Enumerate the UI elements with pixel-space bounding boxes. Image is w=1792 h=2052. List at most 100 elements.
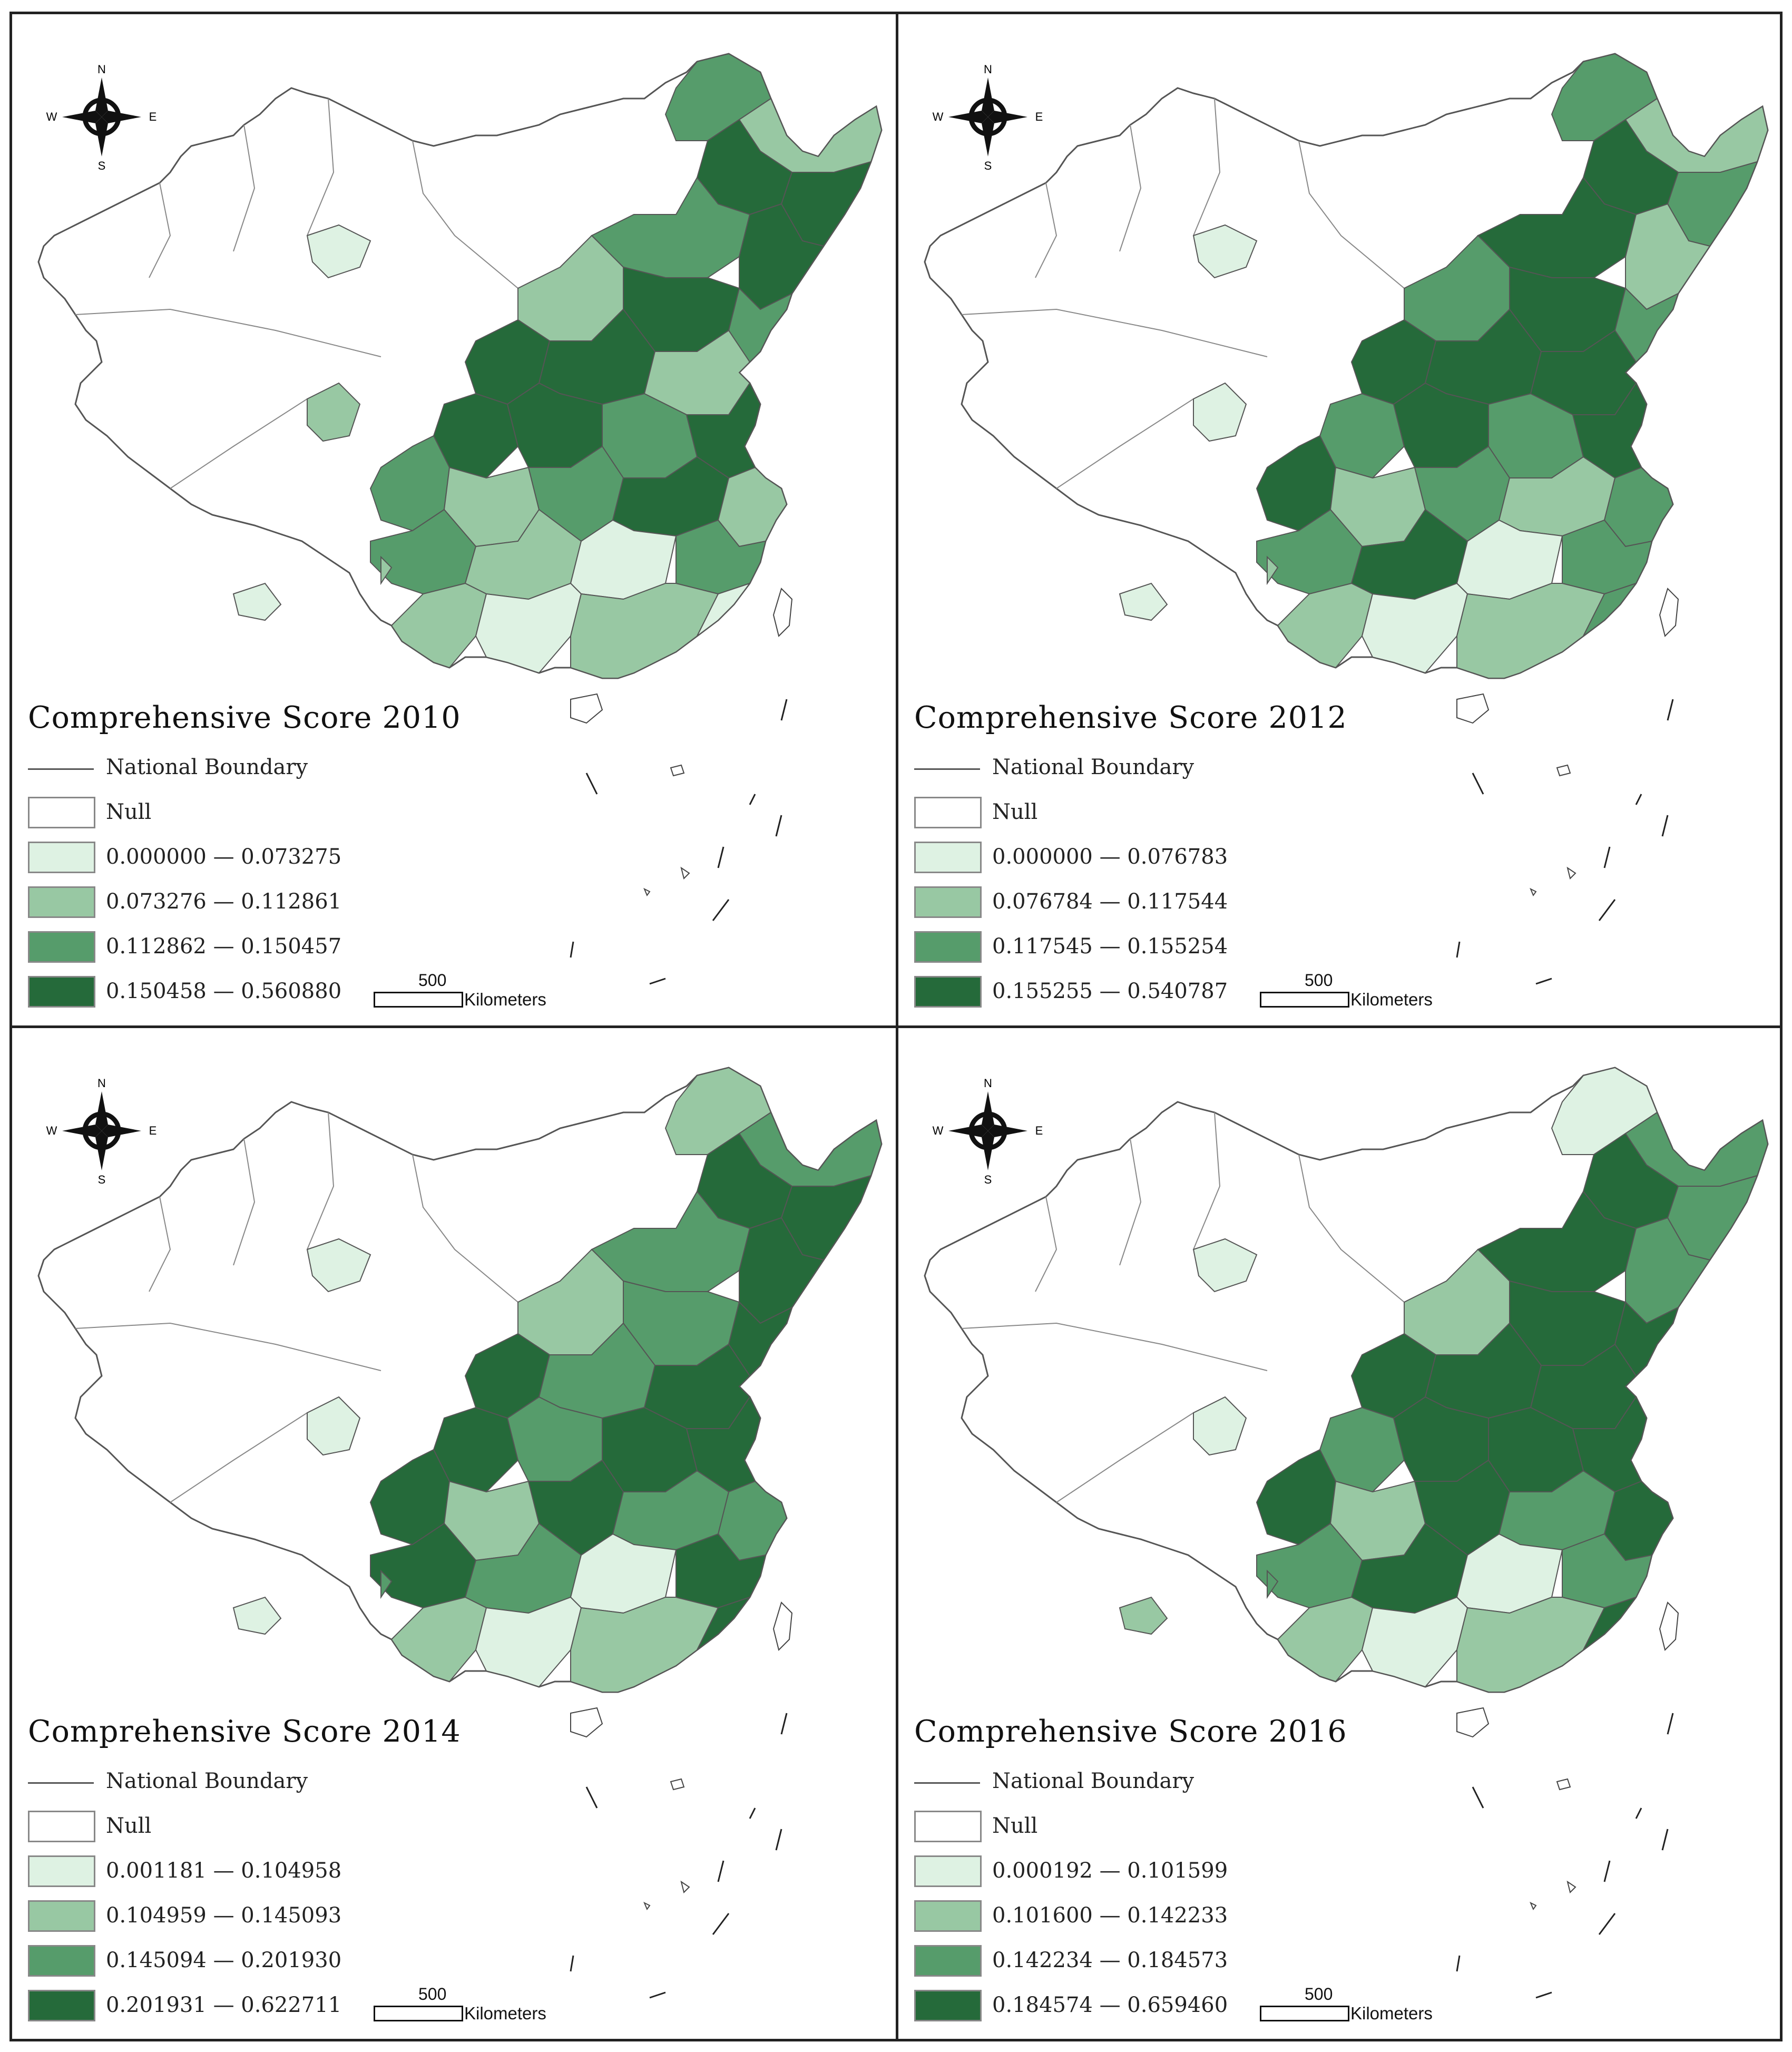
north-arrow-compass-icon: N S W E — [41, 1070, 162, 1191]
legend-swatch-null — [914, 797, 982, 828]
legend-boundary-line — [914, 768, 980, 770]
legend-item-class2: 0.073276 — 0.112861 — [28, 886, 397, 920]
province-boundary — [149, 1196, 171, 1292]
maritime-boundary-dash — [1635, 794, 1642, 805]
taiwan-island — [772, 1601, 793, 1651]
compass-e-label: E — [1035, 1124, 1043, 1137]
compass-n-label: N — [97, 1077, 106, 1090]
map-region-class1 — [307, 1396, 361, 1456]
scale-bar-box — [374, 2006, 463, 2021]
scale-value: 500 — [418, 1985, 447, 2004]
map-panel-3: N S W E Comprehensive Score 2016 National Bou… — [898, 1028, 1783, 2039]
legend-swatch-class4 — [28, 976, 95, 1008]
legend-item-class3: 0.145094 — 0.201930 — [28, 1945, 397, 1979]
scale-bar: 500 Kilometers — [1260, 1985, 1481, 2027]
map-region-class1 — [1119, 582, 1168, 621]
map-region-class1 — [1193, 1396, 1247, 1456]
legend-label-class2: 0.076784 — 0.117544 — [992, 890, 1228, 914]
map-region-class4 — [739, 203, 825, 310]
map-title: Comprehensive Score 2010 — [28, 700, 461, 735]
map-region-class2 — [1456, 583, 1605, 679]
compass-w-label: W — [933, 110, 944, 123]
island-mark — [1556, 764, 1571, 777]
map-region-class2 — [390, 1596, 487, 1683]
province-boundary — [307, 1112, 335, 1250]
maritime-boundary-dash — [1472, 1786, 1484, 1809]
map-panel-1: N S W E Comprehensive Score 2012 National Bou… — [898, 14, 1783, 1025]
compass-n-label: N — [984, 63, 992, 76]
hainan-island — [570, 693, 603, 724]
legend-label-class4: 0.201931 — 0.622711 — [106, 1993, 342, 2017]
province-boundary — [1119, 1138, 1142, 1266]
maritime-boundary-dash — [649, 978, 666, 985]
legend-swatch-class2 — [28, 886, 95, 918]
map-region-class3 — [1625, 1217, 1711, 1324]
island-mark — [1530, 1901, 1537, 1911]
map-region-class4 — [697, 1596, 751, 1650]
compass-s-label: S — [98, 1173, 106, 1186]
taiwan-island — [772, 588, 793, 637]
legend-label-boundary: National Boundary — [992, 755, 1194, 779]
map-region-class2 — [570, 1597, 719, 1693]
province-boundary — [961, 308, 1268, 357]
province-boundary — [1298, 140, 1405, 289]
map-region-class3 — [380, 1569, 393, 1599]
province-boundary — [170, 1412, 308, 1503]
scale-unit: Kilometers — [1350, 990, 1433, 1009]
map-region-class1 — [1361, 582, 1468, 674]
legend-item-class1: 0.000000 — 0.073275 — [28, 842, 397, 875]
hainan-island — [1456, 1707, 1490, 1738]
legend-item-class3: 0.112862 — 0.150457 — [28, 931, 397, 965]
legend-label-class1: 0.000000 — 0.073275 — [106, 845, 342, 869]
legend-swatch-class1 — [28, 1855, 95, 1887]
maritime-boundary-dash — [1598, 899, 1616, 921]
legend-label-class1: 0.000192 — 0.101599 — [992, 1859, 1228, 1883]
maritime-boundary-dash — [1456, 1955, 1461, 1972]
maritime-boundary-dash — [717, 1860, 724, 1882]
legend-swatch-class2 — [914, 1900, 982, 1932]
map-region-class2 — [380, 555, 393, 585]
province-boundary — [75, 1322, 381, 1371]
legend-item-null: Null — [914, 1811, 1283, 1844]
legend-swatch-class4 — [914, 976, 982, 1008]
maritime-boundary-dash — [1661, 1829, 1669, 1851]
legend-item-null: Null — [28, 1811, 397, 1844]
legend-swatch-class3 — [914, 931, 982, 963]
north-arrow-compass-icon: N S W E — [927, 1070, 1049, 1191]
map-region-class2 — [1119, 1596, 1168, 1635]
map-region-class2 — [307, 382, 361, 442]
choropleth-map — [37, 1067, 883, 1999]
province-boundary — [307, 98, 335, 236]
legend-label-boundary: National Boundary — [106, 1769, 308, 1793]
maritime-boundary-dash — [1456, 941, 1461, 958]
legend-item-boundary: National Boundary — [28, 1766, 397, 1800]
map-region-class1 — [306, 224, 371, 279]
map-region-class1 — [1192, 224, 1258, 279]
maritime-boundary-dash — [1603, 846, 1611, 868]
map-region-class1 — [697, 582, 751, 637]
map-region-class4 — [1583, 1596, 1638, 1650]
maritime-boundary-dash — [585, 773, 598, 795]
map-region-class1 — [1192, 1238, 1258, 1293]
map-region-class3 — [1267, 1569, 1279, 1599]
compass-s-label: S — [98, 159, 106, 172]
maritime-boundary-dash — [1661, 815, 1669, 837]
province-boundary — [1056, 398, 1194, 489]
map-region-class2 — [1456, 1597, 1605, 1693]
legend-item-boundary: National Boundary — [914, 1766, 1283, 1800]
legend-label-class3: 0.112862 — 0.150457 — [106, 934, 342, 959]
island-mark — [1530, 887, 1537, 897]
province-boundary — [1035, 1196, 1057, 1292]
legend-swatch-class2 — [914, 886, 982, 918]
maritime-boundary-dash — [570, 1955, 574, 1972]
province-boundary — [1056, 1412, 1194, 1503]
legend-swatch-class3 — [28, 931, 95, 963]
maritime-boundary-dash — [570, 941, 574, 958]
legend-swatch-class1 — [914, 842, 982, 873]
maritime-boundary-dash — [749, 794, 756, 805]
map-region-class4 — [739, 1217, 825, 1324]
maritime-boundary-dash — [775, 1829, 782, 1851]
hainan-island — [1456, 693, 1490, 724]
legend-swatch-null — [914, 1811, 982, 1842]
province-boundary — [412, 140, 518, 289]
